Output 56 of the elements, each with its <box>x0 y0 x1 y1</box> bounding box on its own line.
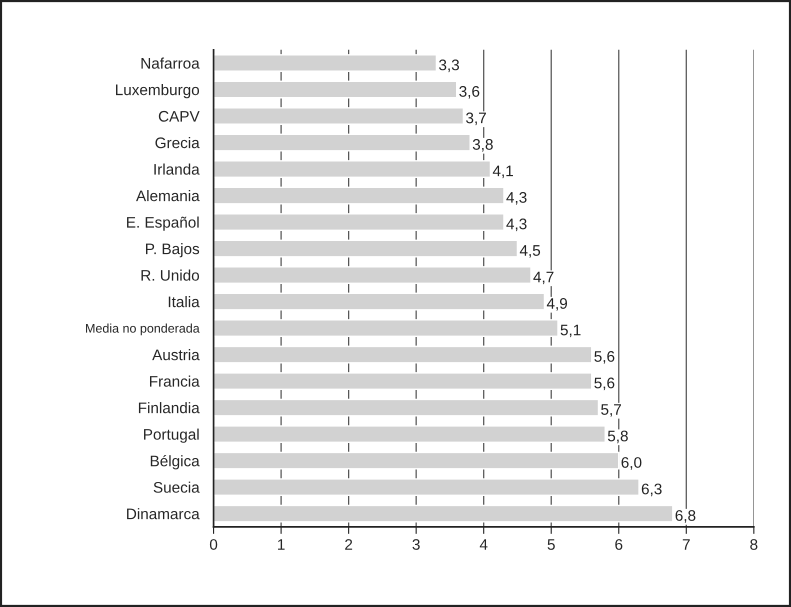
y-tick-label: Suecia <box>154 482 200 493</box>
data-label: 6,3 <box>642 484 662 496</box>
data-label: 4,3 <box>506 218 527 232</box>
x-tick-label: 6 <box>615 539 622 550</box>
y-tick-label: Finlandia <box>138 402 200 414</box>
bar <box>214 80 458 98</box>
bar <box>214 478 640 496</box>
data-label: 5,7 <box>601 404 621 417</box>
y-tick-label: Austria <box>152 349 200 360</box>
data-label: 5,8 <box>608 430 628 444</box>
bar <box>214 213 505 231</box>
y-tick-label: Grecia <box>155 137 200 148</box>
bar <box>214 452 620 470</box>
x-tick-label: 3 <box>412 539 420 550</box>
data-label: 3,6 <box>459 86 480 99</box>
bar <box>214 346 592 364</box>
y-tick-label: Irlanda <box>154 164 200 175</box>
bar <box>214 54 438 72</box>
bar <box>214 186 505 204</box>
data-label: 5,6 <box>594 378 614 390</box>
data-label: 4,1 <box>492 166 513 178</box>
data-label: 3,7 <box>466 112 486 126</box>
x-tick-label: 8 <box>750 539 758 550</box>
y-tick-label: Media no ponderada <box>86 324 200 336</box>
y-tick-label: R. Unido <box>141 270 200 281</box>
bar <box>214 160 492 178</box>
y-tick-label: Portugal <box>144 428 199 443</box>
x-tick-label: 4 <box>480 539 488 550</box>
bar <box>214 240 518 258</box>
y-tick-label: Francia <box>150 376 200 387</box>
data-label: 6,0 <box>622 457 642 470</box>
y-tick-label: P. Bajos <box>146 243 200 258</box>
y-tick-label: E. Español <box>127 216 199 231</box>
data-label: 3,3 <box>439 59 460 72</box>
y-tick-label: Nafarroa <box>142 58 200 69</box>
data-label: 4,7 <box>533 272 554 284</box>
y-tick-label: Dinamarca <box>127 508 200 520</box>
data-label: 4,5 <box>520 245 540 258</box>
bar <box>214 372 592 390</box>
x-tick-label: 0 <box>210 539 218 550</box>
x-tick-label: 7 <box>682 539 690 550</box>
data-label: 6,8 <box>676 510 696 523</box>
data-label: 3,8 <box>472 139 493 152</box>
y-tick-label: Bélgica <box>150 454 200 470</box>
x-tick-label: 5 <box>548 539 555 550</box>
data-label: 5,1 <box>560 324 580 338</box>
y-tick-label: Alemania <box>136 190 200 202</box>
bar <box>214 319 559 337</box>
data-label: 4,9 <box>546 298 568 311</box>
x-tick-label: 2 <box>345 539 352 550</box>
data-label: 5,6 <box>594 351 614 364</box>
x-tick-label: 1 <box>278 539 285 550</box>
y-tick-label: Italia <box>168 296 200 308</box>
data-label: 4,3 <box>506 192 527 205</box>
y-tick-label: Luxemburgo <box>116 84 200 98</box>
y-tick-label: CAPV <box>158 110 200 122</box>
